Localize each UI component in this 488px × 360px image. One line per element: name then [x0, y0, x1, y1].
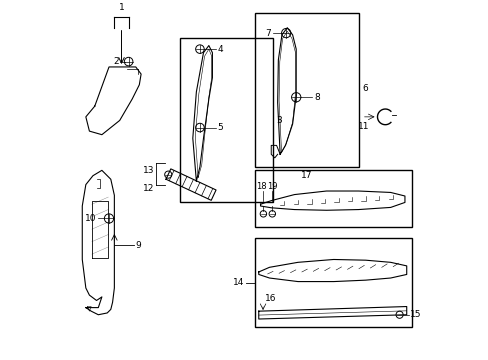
Text: 4: 4 [217, 45, 223, 54]
Text: 17: 17 [301, 171, 312, 180]
Text: 10: 10 [85, 214, 96, 223]
Text: 9: 9 [136, 241, 141, 250]
Bar [255, 13, 358, 167]
Bar [255, 238, 411, 327]
Text: 1: 1 [119, 3, 124, 12]
Text: 6: 6 [362, 84, 367, 93]
Text: 15: 15 [409, 310, 420, 319]
Text: 7: 7 [265, 28, 271, 37]
Text: 18: 18 [256, 182, 266, 191]
Bar [255, 170, 411, 228]
Text: 8: 8 [313, 93, 319, 102]
Text: 13: 13 [142, 166, 154, 175]
Text: 2: 2 [113, 57, 119, 66]
Text: 19: 19 [266, 182, 277, 191]
Text: 5: 5 [217, 123, 223, 132]
Text: 16: 16 [264, 294, 275, 303]
Text: 12: 12 [142, 184, 154, 193]
Text: 11: 11 [357, 122, 368, 131]
Text: 3: 3 [276, 116, 282, 125]
Text: 14: 14 [233, 278, 244, 287]
Bar [180, 39, 272, 202]
